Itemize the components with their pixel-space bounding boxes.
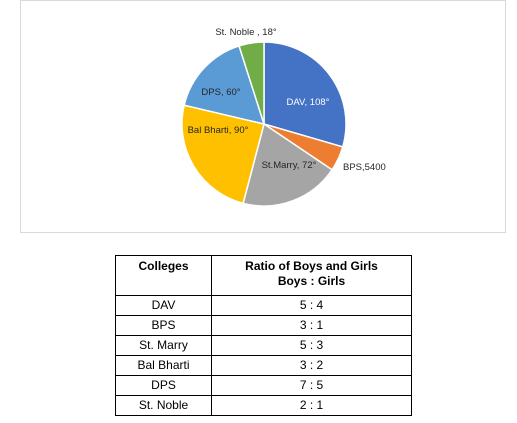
slice-label-bps: BPS,5400 [343, 162, 386, 173]
ratio-cell: 7 : 5 [211, 375, 412, 396]
ratio-header-line2: Boys : Girls [277, 274, 346, 288]
ratio-header: Ratio of Boys and Girls Boys : Girls [211, 255, 412, 296]
slice-label-st-marry: St.Marry, 72° [262, 160, 317, 171]
table-row: BPS 3 : 1 [115, 315, 412, 336]
college-cell: DAV [115, 295, 212, 316]
pie-slice-dps [183, 44, 266, 126]
table-header-row: Colleges Ratio of Boys and Girls Boys : … [115, 255, 412, 296]
ratio-cell: 5 : 4 [211, 295, 412, 316]
pie-slice-bal-bharti [181, 104, 265, 205]
table-row: St. Noble 2 : 1 [115, 395, 412, 416]
slice-label-st-noble: St. Noble , 18° [215, 27, 277, 38]
colleges-header: Colleges [115, 255, 212, 296]
slice-label-bal-bharti: Bal Bharti, 90° [188, 125, 249, 136]
table-row: St. Marry 5 : 3 [115, 335, 412, 356]
table-row: DPS 7 : 5 [115, 375, 412, 396]
pie-slice-st-marry [242, 122, 334, 207]
pie-slice-dav [263, 41, 347, 148]
ratio-cell: 3 : 2 [211, 355, 412, 376]
ratio-header-line1: Ratio of Boys and Girls [245, 259, 378, 273]
pie-chart: DAV, 108° BPS,5400 St.Marry, 72° Bal Bharti… [181, 27, 386, 207]
table-row: DAV 5 : 4 [115, 295, 412, 316]
ratio-cell: 5 : 3 [211, 335, 412, 356]
ratio-cell: 3 : 1 [211, 315, 412, 336]
slice-label-dps: DPS, 60° [201, 87, 240, 98]
table-row: Bal Bharti 3 : 2 [115, 355, 412, 376]
slice-label-dav: DAV, 108° [287, 97, 330, 108]
college-cell: St. Marry [115, 335, 212, 356]
college-cell: St. Noble [115, 395, 212, 416]
college-cell: Bal Bharti [115, 355, 212, 376]
ratio-cell: 2 : 1 [211, 395, 412, 416]
pie-chart-frame: DAV, 108° BPS,5400 St.Marry, 72° Bal Bharti… [20, 0, 506, 233]
pie-slice-st-noble [238, 41, 265, 125]
college-cell: BPS [115, 315, 212, 336]
college-cell: DPS [115, 375, 212, 396]
boys-girls-ratio-table: Colleges Ratio of Boys and Girls Boys : … [115, 255, 412, 416]
